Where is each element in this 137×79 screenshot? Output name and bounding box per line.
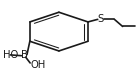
Text: S: S <box>98 14 104 24</box>
Text: OH: OH <box>31 60 46 70</box>
Text: B: B <box>21 50 27 60</box>
Text: HO: HO <box>3 50 18 60</box>
